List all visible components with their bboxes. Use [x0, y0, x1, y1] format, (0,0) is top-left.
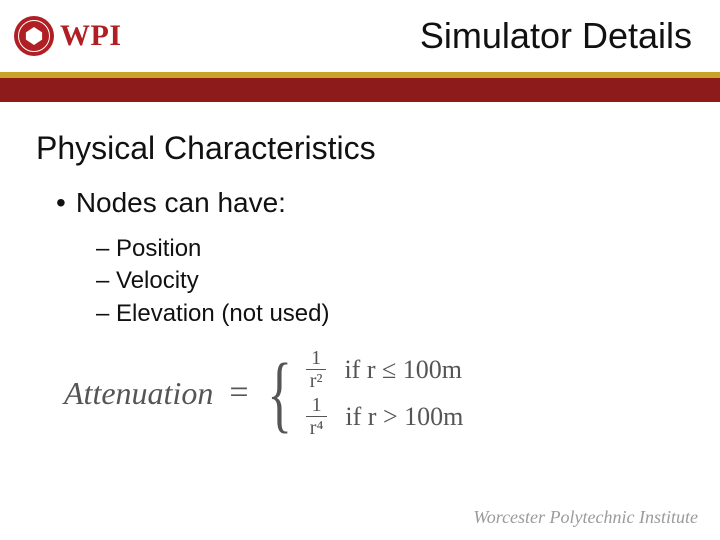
case-row: 1 r⁴ if r > 100m [306, 395, 464, 438]
fraction: 1 r² [306, 348, 327, 391]
section-heading: Physical Characteristics [36, 130, 684, 167]
condition: if r ≤ 100m [344, 355, 462, 385]
list-item: Position [96, 233, 684, 265]
sub-bullet-list: Position Velocity Elevation (not used) [96, 233, 684, 330]
attenuation-equation: Attenuation = { 1 r² if r ≤ 100m 1 r⁴ if… [64, 348, 684, 438]
header-divider [0, 72, 720, 102]
page-title: Simulator Details [420, 15, 706, 57]
footer-institution: Worcester Polytechnic Institute [473, 507, 698, 528]
denominator: r⁴ [306, 416, 328, 438]
brace-icon: { [267, 361, 292, 426]
case-row: 1 r² if r ≤ 100m [306, 348, 464, 391]
header-bar: WPI Simulator Details [0, 0, 720, 72]
top-bullet: Nodes can have: [56, 187, 684, 219]
condition: if r > 100m [345, 402, 463, 432]
numerator: 1 [308, 395, 326, 416]
denominator: r² [306, 369, 327, 391]
wpi-logo: WPI [14, 16, 122, 56]
slide-content: Physical Characteristics Nodes can have:… [0, 102, 720, 438]
list-item: Elevation (not used) [96, 298, 684, 330]
red-bar [0, 78, 720, 102]
equals-sign: = [229, 374, 248, 412]
list-item: Velocity [96, 265, 684, 297]
fraction: 1 r⁴ [306, 395, 328, 438]
wpi-seal-icon [14, 16, 54, 56]
wpi-logo-text: WPI [60, 19, 122, 53]
equation-lhs: Attenuation [64, 375, 213, 412]
numerator: 1 [307, 348, 325, 369]
equation-cases: 1 r² if r ≤ 100m 1 r⁴ if r > 100m [306, 348, 464, 438]
